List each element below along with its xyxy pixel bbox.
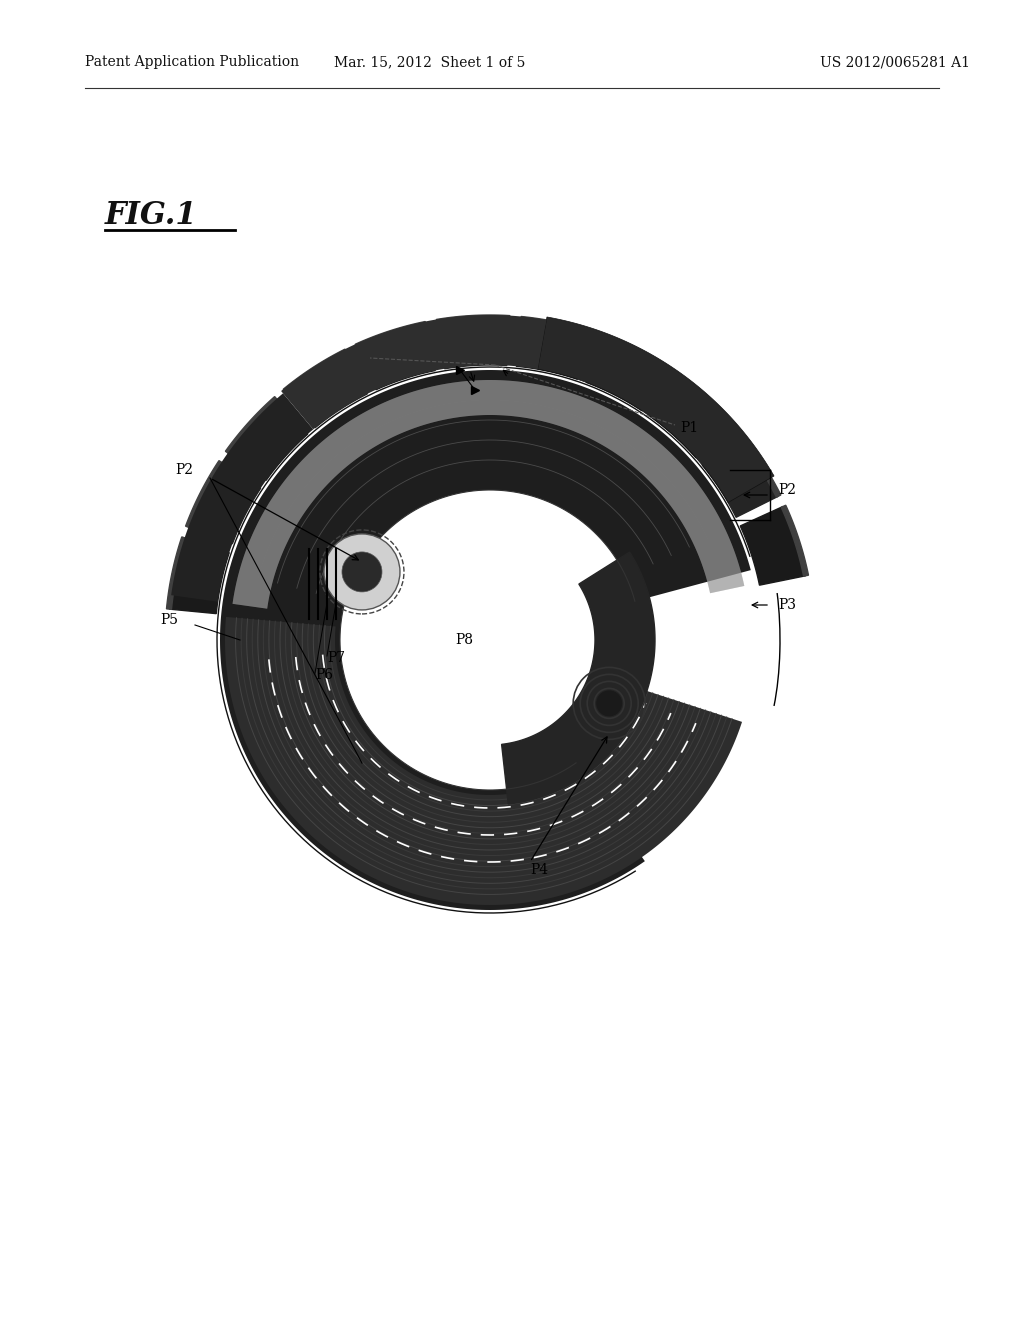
Polygon shape <box>232 380 744 609</box>
Polygon shape <box>232 380 744 609</box>
Polygon shape <box>649 378 731 458</box>
Text: P3: P3 <box>778 598 796 612</box>
Text: Mar. 15, 2012  Sheet 1 of 5: Mar. 15, 2012 Sheet 1 of 5 <box>334 55 525 69</box>
Polygon shape <box>587 338 668 411</box>
Text: US 2012/0065281 A1: US 2012/0065281 A1 <box>820 55 970 69</box>
Polygon shape <box>702 436 778 517</box>
Polygon shape <box>437 318 510 368</box>
Text: Patent Application Publication: Patent Application Publication <box>85 55 299 69</box>
Polygon shape <box>167 537 186 610</box>
Polygon shape <box>220 370 751 909</box>
Text: FIG.1: FIG.1 <box>105 201 198 231</box>
Text: P1: P1 <box>680 421 698 436</box>
Polygon shape <box>228 399 308 480</box>
Polygon shape <box>225 396 278 454</box>
Polygon shape <box>185 461 223 528</box>
Circle shape <box>596 690 623 717</box>
Polygon shape <box>282 315 547 429</box>
Polygon shape <box>740 507 806 585</box>
Text: P6: P6 <box>315 668 333 682</box>
Text: P5: P5 <box>160 612 178 627</box>
Polygon shape <box>516 319 592 379</box>
Polygon shape <box>538 317 774 503</box>
Polygon shape <box>520 317 593 337</box>
Polygon shape <box>188 462 261 544</box>
Polygon shape <box>356 325 435 389</box>
Text: P2: P2 <box>778 483 796 498</box>
Text: P4: P4 <box>530 863 548 876</box>
Polygon shape <box>676 375 733 428</box>
Polygon shape <box>781 506 809 577</box>
Polygon shape <box>737 433 781 498</box>
Polygon shape <box>170 537 229 614</box>
Polygon shape <box>171 393 313 602</box>
Polygon shape <box>225 616 742 906</box>
Text: P2: P2 <box>175 463 193 477</box>
Polygon shape <box>602 335 670 374</box>
Polygon shape <box>355 322 426 348</box>
Circle shape <box>342 552 382 591</box>
Polygon shape <box>502 552 655 804</box>
Polygon shape <box>285 352 368 428</box>
Text: P8: P8 <box>455 634 473 647</box>
Circle shape <box>324 533 400 610</box>
Polygon shape <box>284 350 347 393</box>
Polygon shape <box>436 315 510 325</box>
Text: P7: P7 <box>327 651 345 665</box>
